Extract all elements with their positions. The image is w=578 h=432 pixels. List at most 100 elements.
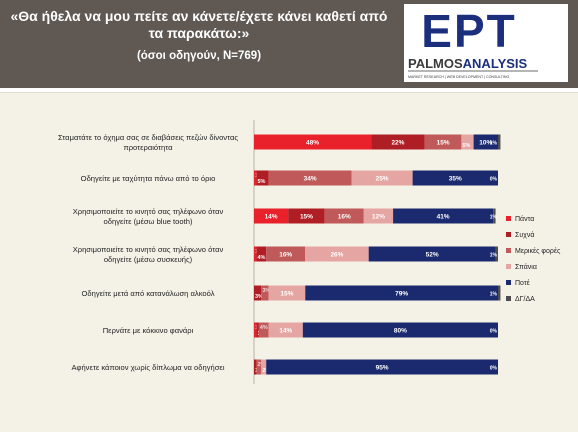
bar-segment xyxy=(268,170,352,186)
data-label: 0% xyxy=(490,177,498,183)
data-label: 22% xyxy=(391,140,404,147)
data-label: 4% xyxy=(257,255,265,261)
data-label: 48% xyxy=(306,140,319,147)
data-label: 34% xyxy=(304,176,317,183)
bar-segment xyxy=(254,285,262,301)
bar-segment xyxy=(256,246,267,262)
bar-segment xyxy=(305,246,369,262)
data-label: 25% xyxy=(376,176,389,183)
data-label: 95% xyxy=(376,365,389,372)
bar-segment xyxy=(495,246,498,262)
bar-segment xyxy=(424,134,462,150)
bar-segment xyxy=(473,134,498,150)
bar-segment xyxy=(498,134,501,150)
palmos-tagline: MARKET RESEARCH | WEB DEVELOPMENT | CONS… xyxy=(408,75,510,79)
data-label: 3% xyxy=(255,294,263,300)
bar-segment xyxy=(493,208,496,224)
data-label: 16% xyxy=(279,252,292,259)
bar-segment xyxy=(254,322,257,338)
bar-segment xyxy=(461,134,474,150)
data-label: 10% xyxy=(479,140,492,147)
bar-segment xyxy=(288,208,325,224)
data-label: 4% xyxy=(260,325,268,331)
data-label: 0% xyxy=(490,366,498,372)
legend-label: Σπάνια xyxy=(515,263,537,271)
bar-segment xyxy=(254,246,257,262)
title-line-2: τα παρακάτω:» xyxy=(148,25,250,41)
data-label: 12% xyxy=(372,214,385,221)
data-label: 15% xyxy=(300,214,313,221)
sample-subtitle: (όσοι οδηγούν, Ν=769) xyxy=(136,50,262,62)
bar-segment xyxy=(256,359,262,375)
data-label: 5% xyxy=(257,179,265,185)
data-label: 1% xyxy=(490,292,498,298)
data-label: 14% xyxy=(265,214,278,221)
stacked-bar-chart: Σταματάτε το όχημα σας σε διαβάσεις πεζώ… xyxy=(58,120,561,384)
bar-segment xyxy=(266,246,306,262)
header-banner: «Θα ήθελα να μου πείτε αν κάνετε/έχετε κ… xyxy=(0,0,578,88)
bar-segment xyxy=(254,208,289,224)
bar-segment xyxy=(268,322,303,338)
data-label: 35% xyxy=(449,176,462,183)
data-label: 1% xyxy=(490,141,498,147)
data-label: 15% xyxy=(437,140,450,147)
data-label: 79% xyxy=(395,291,408,298)
bar-segment xyxy=(258,322,269,338)
legend-label: Ποτέ xyxy=(515,279,530,287)
data-label: 14% xyxy=(279,328,292,335)
category-label: Αφήνετε κάποιον χωρίς δίπλωμα να οδηγήσε… xyxy=(71,363,224,372)
legend-label: ΔΓ/ΔΑ xyxy=(515,296,535,303)
bar-segment xyxy=(302,322,498,338)
palmos-text: PALMOS xyxy=(408,56,463,71)
bar-segment xyxy=(254,170,257,186)
legend-swatch xyxy=(506,232,511,237)
legend-label: Συχνά xyxy=(515,231,534,239)
category-label: Οδηγείτε μετά από κατανάλωση αλκοόλ xyxy=(81,289,214,298)
legend-swatch xyxy=(506,216,511,221)
bar-segment xyxy=(368,246,496,262)
data-label: 26% xyxy=(330,252,343,259)
data-label: 80% xyxy=(394,328,407,335)
data-label: 0% xyxy=(490,329,498,335)
category-label: Σταματάτε το όχημα σας σε διαβάσεις πεζώ… xyxy=(58,133,238,152)
legend-swatch xyxy=(506,248,511,253)
legend-label: Μερικές φορές xyxy=(515,247,561,255)
bar-segment xyxy=(371,134,425,150)
bar-segment xyxy=(254,359,257,375)
survey-question-title: «Θα ήθελα να μου πείτε αν κάνετε/έχετε κ… xyxy=(6,8,392,64)
data-label: 41% xyxy=(437,214,450,221)
data-label: 52% xyxy=(426,252,439,259)
bar-segment xyxy=(351,170,413,186)
data-label: 1% xyxy=(490,253,498,259)
bar-segment xyxy=(256,170,269,186)
bar-segment xyxy=(412,170,498,186)
ept-logo-text: ΕΡΤ xyxy=(421,7,516,53)
logo-box: ΕΡΤ PALMOSANALYSIS MARKET RESEARCH | WEB… xyxy=(404,4,568,82)
bar-segment xyxy=(324,208,364,224)
category-label: Περνάτε με κόκκινο φανάρι xyxy=(103,326,194,335)
data-label: 16% xyxy=(338,214,351,221)
data-label: 5% xyxy=(462,143,470,149)
bar-segment xyxy=(305,285,498,301)
palmos-analysis-logo: PALMOSANALYSIS MARKET RESEARCH | WEB DEV… xyxy=(408,56,538,79)
bar-segment xyxy=(393,208,494,224)
data-label: 1% xyxy=(490,215,498,221)
bar-segment xyxy=(268,285,306,301)
bar-segment xyxy=(254,134,372,150)
bar-segment xyxy=(498,285,501,301)
title-line-1: «Θα ήθελα να μου πείτε αν κάνετε/έχετε κ… xyxy=(10,8,388,24)
category-label: Χρησιμοποιείτε το κινητό σας τηλέφωνο ότ… xyxy=(73,245,224,264)
data-label: 3% xyxy=(262,288,270,294)
legend-swatch xyxy=(506,264,511,269)
bar-segment xyxy=(261,359,267,375)
svg-text:PALMOSANALYSIS: PALMOSANALYSIS xyxy=(408,56,528,71)
legend-swatch xyxy=(506,296,511,301)
data-label: 15% xyxy=(280,291,293,298)
bar-segment xyxy=(256,322,259,338)
legend-swatch xyxy=(506,280,511,285)
legend-label: Πάντα xyxy=(515,215,534,223)
category-label: Χρησιμοποιείτε το κινητό σας τηλέφωνο ότ… xyxy=(73,207,224,226)
analysis-text: ANALYSIS xyxy=(463,56,528,71)
bar-segment xyxy=(266,359,498,375)
ept-logo: ΕΡΤ xyxy=(421,7,516,53)
